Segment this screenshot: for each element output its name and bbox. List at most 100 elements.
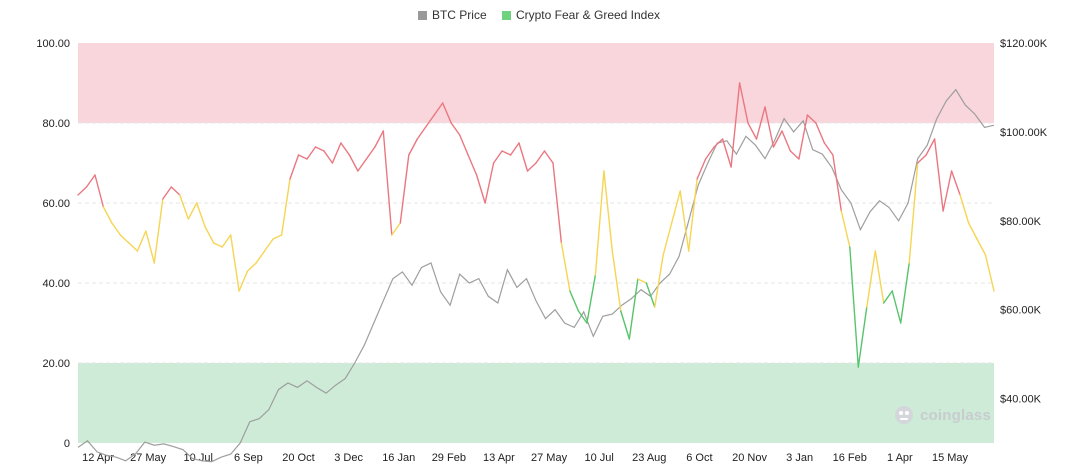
- fear-greed-segment: [450, 122, 461, 136]
- fear-greed-segment: [704, 146, 715, 160]
- fear-greed-segment: [594, 170, 605, 276]
- fear-greed-segment: [696, 158, 707, 180]
- fear-greed-segment: [297, 154, 308, 160]
- fear-greed-segment: [747, 122, 758, 140]
- fear-greed-segment: [280, 178, 291, 236]
- y-left-tick-label: 80.00: [42, 118, 70, 130]
- fear-greed-segment: [823, 142, 834, 156]
- fear-greed-segment: [204, 226, 215, 244]
- x-tick-label: 10 Jul: [584, 452, 613, 464]
- legend-swatch-btc: [417, 10, 427, 20]
- x-tick-label: 20 Nov: [732, 452, 767, 464]
- fear-greed-segment: [713, 138, 724, 148]
- fear-greed-segment: [85, 174, 96, 188]
- fear-greed-segment: [416, 126, 427, 140]
- legend: BTC Price Crypto Fear & Greed Index: [0, 8, 1078, 23]
- fear-greed-segment: [433, 102, 444, 116]
- fear-greed-segment: [442, 102, 452, 124]
- x-tick-label: 1 Apr: [887, 452, 913, 464]
- fear-greed-segment: [77, 186, 88, 196]
- y-right-tick-label: $120.00K: [1000, 38, 1048, 50]
- fear-greed-segment: [645, 282, 656, 308]
- fear-greed-segment: [348, 154, 359, 172]
- fear-greed-segment: [162, 186, 173, 200]
- y-left-tick-label: 100.00: [36, 38, 70, 50]
- fear-greed-segment: [789, 150, 800, 160]
- fear-greed-segment: [730, 82, 741, 168]
- fear-greed-segment: [900, 262, 910, 324]
- fear-greed-segment: [229, 234, 240, 292]
- fear-greed-segment: [679, 190, 690, 252]
- fear-greed-segment: [119, 234, 130, 244]
- y-right-tick-label: $60.00K: [1000, 305, 1042, 317]
- fear-greed-segment: [136, 230, 147, 252]
- fear-greed-segment: [552, 162, 563, 244]
- fear-greed-segment: [459, 134, 469, 156]
- x-tick-label: 12 Apr: [82, 452, 114, 464]
- x-tick-label: 15 May: [932, 452, 969, 464]
- fear-greed-segment: [501, 150, 512, 156]
- x-tick-label: 16 Feb: [833, 452, 867, 464]
- fear-greed-segment: [408, 138, 418, 156]
- y-left-tick-label: 20.00: [42, 358, 70, 370]
- fear-greed-segment: [798, 114, 809, 160]
- y-right-tick-label: $40.00K: [1000, 394, 1042, 406]
- fear-greed-segment: [849, 246, 859, 368]
- fear-greed-segment: [518, 142, 529, 172]
- y-left-tick-label: 40.00: [42, 278, 70, 290]
- fear-greed-segment: [806, 114, 817, 124]
- fear-greed-segment: [772, 130, 783, 148]
- fear-greed-segment: [917, 154, 927, 164]
- fear-greed-segment: [195, 202, 206, 228]
- legend-label-fear-greed: Crypto Fear & Greed Index: [515, 8, 661, 22]
- fear-greed-segment: [94, 174, 105, 208]
- fear-greed-segment: [357, 158, 368, 172]
- fear-greed-segment: [832, 154, 842, 212]
- fear-greed-segment: [238, 270, 249, 292]
- fear-greed-segment: [815, 122, 826, 144]
- fear-greed-segment: [857, 306, 868, 368]
- fear-greed-segment: [187, 202, 198, 220]
- y-left-tick-label: 60.00: [42, 198, 70, 210]
- watermark-text: coinglass: [920, 406, 991, 424]
- fear-greed-segment: [111, 222, 122, 236]
- fear-greed-segment: [543, 150, 554, 164]
- fear-greed-segment: [611, 250, 622, 312]
- fear-greed-segment: [179, 194, 190, 220]
- fear-greed-segment: [950, 170, 961, 196]
- fear-greed-segment: [688, 178, 698, 252]
- fear-greed-segment: [212, 242, 223, 248]
- fear-greed-segment: [323, 150, 334, 164]
- fear-greed-segment: [959, 194, 970, 224]
- fear-greed-segment: [170, 186, 181, 196]
- legend-label-btc: BTC Price: [431, 8, 487, 22]
- fear-greed-segment: [153, 198, 164, 264]
- legend-item-fear-greed[interactable]: Crypto Fear & Greed Index: [501, 8, 661, 22]
- fear-greed-segment: [365, 146, 376, 160]
- x-tick-label: 13 Apr: [483, 452, 515, 464]
- y-left-tick-label: 0: [64, 438, 70, 450]
- y-right-tick-label: $80.00K: [1000, 216, 1042, 228]
- x-tick-label: 29 Feb: [432, 452, 466, 464]
- fear-greed-segment: [569, 290, 580, 312]
- fear-greed-segment: [128, 242, 139, 252]
- fear-greed-segment: [764, 106, 775, 148]
- fear-greed-segment: [272, 234, 283, 240]
- fear-greed-segment: [255, 250, 266, 264]
- y-right-tick-label: $100.00K: [1000, 127, 1048, 139]
- fear-greed-segment: [306, 146, 317, 160]
- fear-greed-segment: [526, 162, 537, 172]
- series-fear-greed-line: [77, 82, 995, 368]
- fear-greed-segment: [874, 250, 885, 304]
- fear-greed-segment: [942, 170, 953, 212]
- fear-greed-segment: [145, 230, 156, 264]
- legend-item-btc[interactable]: BTC Price: [417, 8, 487, 22]
- x-tick-label: 27 May: [531, 452, 568, 464]
- fear-greed-segment: [374, 130, 384, 148]
- fear-greed-segment: [246, 262, 257, 272]
- fear-greed-segment: [382, 130, 393, 236]
- x-tick-label: 3 Jan: [786, 452, 813, 464]
- fear-greed-segment: [620, 310, 630, 340]
